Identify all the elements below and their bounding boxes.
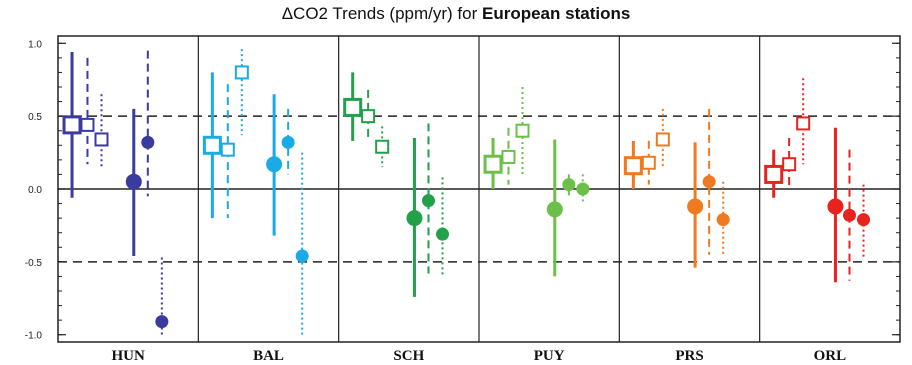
circle-marker xyxy=(141,135,155,149)
station-label: HUN xyxy=(111,348,145,364)
y-tick-label: -0.5 xyxy=(25,258,43,269)
y-tick-label: 0.5 xyxy=(28,112,42,123)
station-label: PRS xyxy=(675,348,703,364)
square-marker xyxy=(220,142,235,157)
circle-marker xyxy=(421,194,435,208)
square-marker xyxy=(655,132,670,147)
y-tick-label: 0.0 xyxy=(28,185,42,196)
circle-marker xyxy=(406,210,423,227)
y-tick-label: -1.0 xyxy=(25,331,43,342)
square-marker xyxy=(515,123,530,138)
circle-marker xyxy=(576,182,590,196)
square-marker xyxy=(764,164,784,184)
square-marker xyxy=(202,135,222,155)
square-marker xyxy=(234,65,249,80)
circle-marker xyxy=(842,208,856,222)
station-label: PUY xyxy=(534,348,565,364)
chart-title: ΔCO2 Trends (ppm/yr) for European statio… xyxy=(0,4,912,24)
circle-marker xyxy=(827,198,844,215)
square-marker xyxy=(375,139,390,154)
chart-title-prefix: ΔCO2 Trends (ppm/yr) for xyxy=(281,4,478,23)
station-label: BAL xyxy=(253,348,284,364)
circle-marker xyxy=(702,175,716,189)
circle-marker xyxy=(155,315,169,329)
circle-marker xyxy=(857,213,871,227)
circle-marker xyxy=(281,135,295,149)
square-marker xyxy=(641,155,656,170)
circle-marker xyxy=(562,178,576,192)
circle-marker xyxy=(546,201,563,218)
station-label: SCH xyxy=(393,348,424,364)
circle-marker xyxy=(716,213,730,227)
square-marker xyxy=(623,156,643,176)
square-marker xyxy=(796,116,811,131)
square-marker xyxy=(483,154,503,174)
circle-marker xyxy=(687,198,704,215)
station-label: ORL xyxy=(814,348,847,364)
square-marker xyxy=(501,149,516,164)
circle-marker xyxy=(266,156,283,173)
chart-title-bold: European stations xyxy=(482,4,631,23)
circle-marker xyxy=(436,227,450,241)
square-marker xyxy=(62,115,82,135)
square-marker xyxy=(80,117,95,132)
square-marker xyxy=(343,97,363,117)
square-marker xyxy=(782,157,797,172)
y-tick-label: 1.0 xyxy=(28,39,42,50)
circle-marker xyxy=(295,249,309,263)
square-marker xyxy=(361,109,376,124)
square-marker xyxy=(94,132,109,147)
circle-marker xyxy=(125,173,142,190)
